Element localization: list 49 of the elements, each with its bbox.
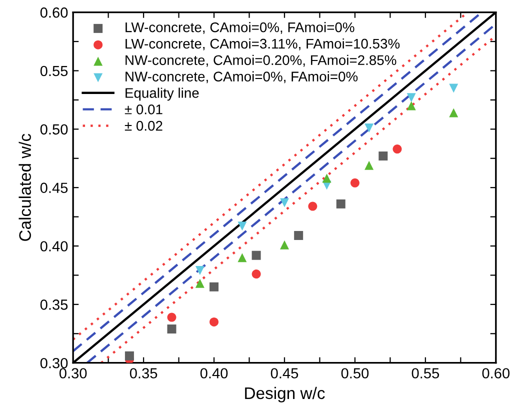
legend-label: NW-concrete, CAmoi=0.20%, FAmoi=2.85%: [126, 54, 396, 67]
legend-label: LW-concrete, CAmoi=3.11%, FAmoi=10.53%: [126, 38, 400, 50]
point: [364, 123, 374, 132]
point: [210, 282, 219, 292]
point: [350, 178, 360, 188]
point: [252, 250, 261, 260]
x-tick-label: 0.45: [270, 368, 298, 378]
y-tick-label: 0.40: [40, 241, 68, 252]
x-axis-title: Design w/c: [245, 386, 325, 402]
y-tick-label: 0.50: [40, 124, 68, 135]
point: [378, 152, 388, 161]
point: [294, 230, 304, 240]
y-tick-label: 0.60: [40, 7, 68, 18]
legend-label: ± 0.01: [124, 104, 162, 114]
point: [238, 253, 247, 262]
y-tick-label: 0.55: [40, 66, 68, 76]
point: [195, 278, 204, 288]
x-tick-label: 0.30: [59, 368, 87, 378]
point: [336, 199, 346, 208]
x-tick-label: 0.50: [341, 368, 369, 378]
point: [280, 198, 289, 208]
point: [280, 240, 289, 250]
y-tick-label: 0.45: [40, 182, 68, 194]
y-tick-label: 0.35: [40, 300, 68, 310]
point: [406, 101, 416, 110]
x-tick-label: 0.60: [482, 368, 510, 378]
legend-label: ± 0.02: [124, 120, 162, 131]
point: [167, 312, 176, 322]
x-tick-label: 0.35: [130, 368, 158, 378]
point: [449, 84, 458, 93]
point: [124, 351, 134, 360]
point: [449, 108, 458, 118]
x-tick-label: 0.40: [200, 368, 228, 378]
point: [392, 144, 402, 154]
point: [308, 202, 318, 211]
point: [364, 160, 374, 170]
point: [252, 270, 261, 279]
legend-label: Equality line: [126, 88, 199, 101]
y-axis-title: Calculated w/c: [18, 134, 31, 241]
legend-label: NW-concrete, CAmoi=0%, FAmoi=0%: [126, 71, 358, 84]
legend-label: LW-concrete, CAmoi=0%, FAmoi=0%: [126, 22, 354, 34]
x-tick-label: 0.55: [412, 368, 440, 378]
point: [195, 266, 204, 276]
point: [210, 317, 219, 326]
point: [167, 324, 176, 334]
y-tick-label: 0.30: [40, 358, 68, 368]
point: [238, 222, 247, 231]
point: [406, 93, 416, 102]
point: [322, 174, 332, 183]
